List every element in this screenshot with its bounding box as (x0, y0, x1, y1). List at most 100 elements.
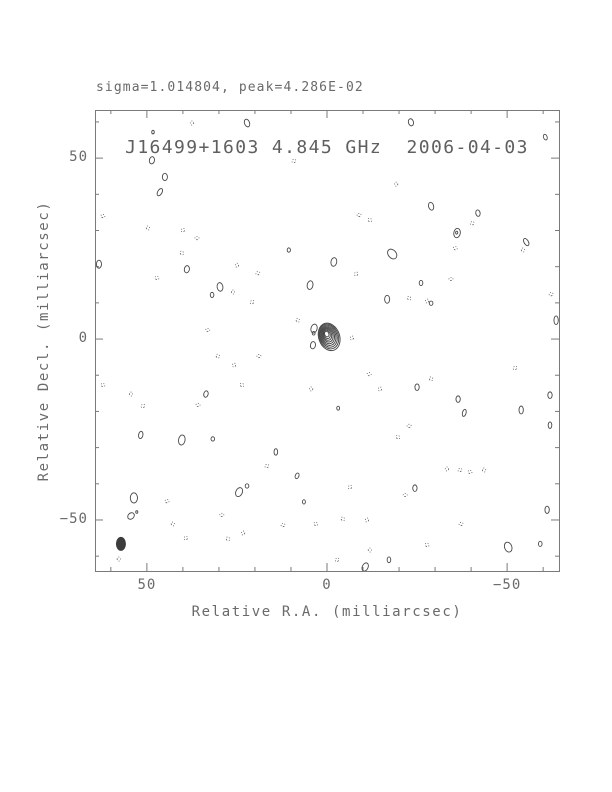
central-source-contour (318, 323, 340, 350)
noise-contour-negative (482, 467, 487, 473)
noise-contour-positive (203, 390, 209, 398)
noise-contour-positive (461, 408, 467, 417)
noise-contour-positive (244, 483, 250, 489)
noise-contour-negative (428, 376, 434, 382)
noise-contour-negative (354, 271, 359, 277)
noise-contour-positive (361, 562, 369, 571)
noise-contour-negative (395, 434, 401, 440)
noise-contour-positive (503, 541, 513, 553)
noise-contour-positive (387, 248, 398, 260)
noise-contour-negative (145, 225, 151, 231)
noise-contour-negative (280, 522, 286, 528)
central-source-contour (320, 325, 337, 346)
noise-contour-positive (518, 405, 524, 415)
noise-contour-positive (273, 448, 279, 456)
plot-title: J16499+1603 4.845 GHz 2006-04-03 (125, 137, 529, 158)
central-source-contour (324, 330, 330, 338)
noise-contour-positive (178, 434, 186, 446)
central-source-contour (321, 327, 334, 343)
central-satellite-contour (309, 341, 316, 350)
noise-contour-negative (367, 547, 372, 553)
central-source-contour (323, 329, 331, 340)
noise-contour-negative (164, 499, 170, 504)
noise-contour-negative (170, 521, 175, 527)
noise-contour-positive (453, 227, 461, 239)
noise-contour-positive (183, 265, 190, 274)
noise-contour-positive (210, 436, 216, 442)
noise-contour-negative (347, 484, 353, 490)
noise-contour-negative (128, 391, 134, 397)
noise-contour-positive (336, 405, 341, 411)
noise-contour-negative (366, 372, 372, 377)
noise-contour-positive (428, 300, 434, 306)
noise-contour-negative (444, 466, 449, 472)
noise-contour-negative (467, 469, 473, 474)
noise-contour-positive (412, 484, 418, 492)
central-source-contour (320, 326, 336, 345)
central-source-contour (317, 322, 341, 352)
noise-contour-positive (306, 280, 314, 290)
x-axis-label: Relative R.A. (milliarcsec) (191, 604, 463, 620)
noise-contour-positive (428, 201, 435, 211)
noise-contour-negative (264, 463, 270, 469)
noise-contour-negative (291, 158, 297, 164)
plot-frame (95, 110, 560, 572)
noise-contour-negative (225, 536, 231, 542)
noise-contour-negative (194, 236, 200, 241)
noise-contour-positive (294, 472, 300, 480)
noise-contour-negative (349, 335, 354, 341)
noise-contour-negative (231, 362, 237, 368)
noise-contour-positive (135, 510, 139, 514)
y-tick-label: 50 (69, 149, 88, 166)
noise-contour-negative (309, 386, 314, 392)
contours-layer (95, 118, 559, 571)
noise-contour-positive (151, 129, 155, 135)
noise-contour-negative (424, 542, 430, 548)
noise-contour-negative (189, 120, 194, 126)
noise-contour-positive (455, 395, 461, 403)
noise-contour-negative (340, 516, 346, 522)
noise-contour-negative (205, 327, 211, 333)
noise-contour-positive (407, 118, 414, 127)
noise-contour-negative (256, 354, 262, 359)
noise-contour-positive (286, 247, 291, 253)
noise-contour-positive (138, 430, 144, 439)
noise-contour-positive (553, 315, 559, 326)
noise-contour-negative (457, 467, 463, 473)
noise-contour-negative (154, 275, 160, 281)
noise-contour-negative (230, 289, 236, 295)
noise-contour-negative (334, 557, 340, 562)
beam-ellipse (115, 536, 126, 551)
noise-contour-negative (219, 512, 225, 517)
noise-contour-negative (548, 292, 554, 297)
noise-contour-negative (406, 423, 412, 428)
noise-contour-positive (95, 259, 102, 269)
noise-contour-positive (418, 279, 424, 286)
noise-contour-positive (523, 238, 530, 247)
noise-contour-negative (180, 227, 186, 233)
noise-contour-negative (394, 181, 399, 187)
noise-contour-negative (356, 212, 362, 217)
y-tick-label: −50 (59, 510, 88, 527)
noise-contour-negative (364, 517, 370, 523)
y-tick-label: 0 (78, 330, 88, 347)
noise-contour-negative (195, 402, 201, 407)
noise-contour-negative (239, 382, 245, 388)
central-source-contour (322, 328, 333, 341)
noise-contour-positive (161, 172, 168, 182)
noise-contour-positive (127, 512, 135, 520)
noise-contour-negative (183, 535, 188, 541)
noise-contour-positive (455, 230, 459, 235)
noise-contour-positive (235, 487, 244, 498)
noise-contour-negative (234, 262, 239, 268)
noise-contour-positive (538, 540, 543, 547)
noise-contour-positive (330, 257, 338, 267)
figure-header-stats: sigma=1.014804, peak=4.286E-02 (96, 80, 364, 95)
x-tick-label: 50 (137, 577, 157, 593)
noise-contour-negative (100, 213, 106, 219)
noise-contour-positive (547, 421, 553, 429)
noise-contour-negative (100, 382, 106, 388)
x-tick-label: 0 (322, 577, 332, 593)
